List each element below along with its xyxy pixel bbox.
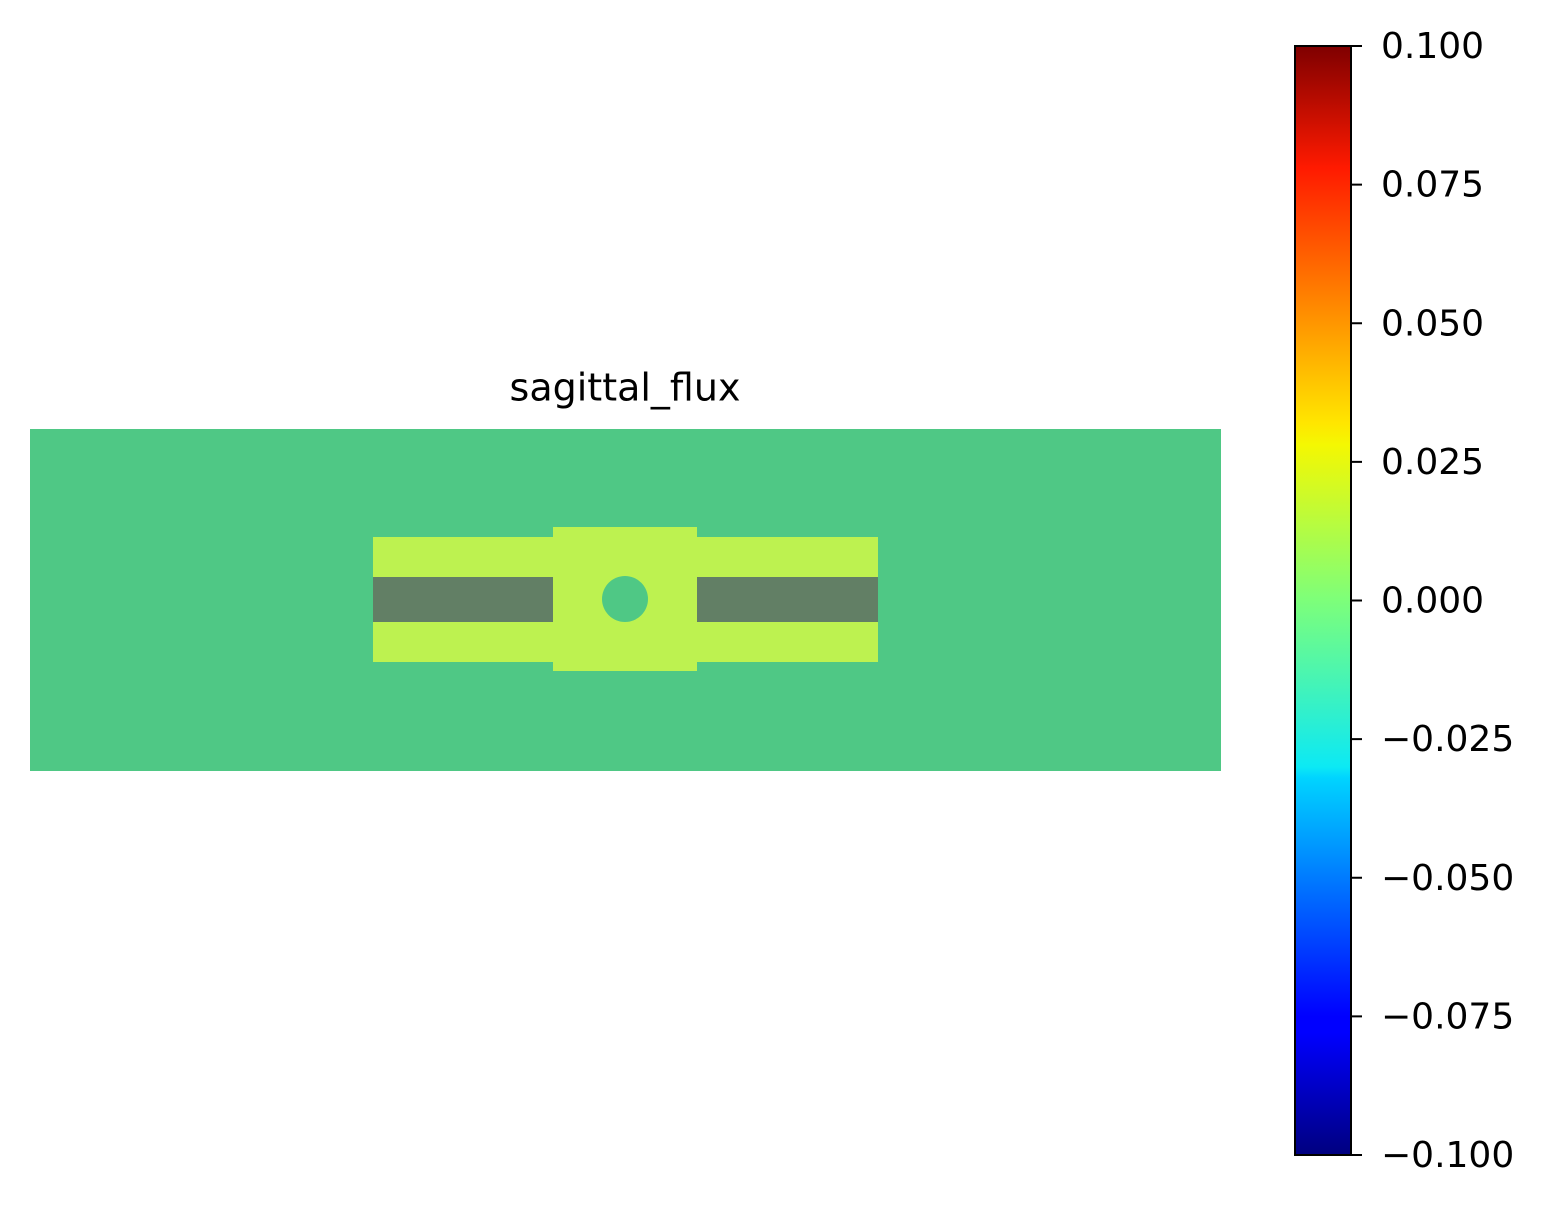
masked-region xyxy=(697,577,878,622)
chart-title: sagittal_flux xyxy=(510,366,741,410)
heatmap-image xyxy=(30,429,1221,771)
colorbar-tick-label: 0.050 xyxy=(1381,303,1484,344)
colorbar xyxy=(1294,45,1352,1156)
hole-region xyxy=(602,576,648,622)
masked-region xyxy=(373,577,553,622)
colorbar-tick-label: −0.075 xyxy=(1381,996,1514,1037)
colorbar-tick-label: −0.025 xyxy=(1381,719,1514,760)
colorbar-tick-label: 0.100 xyxy=(1381,26,1484,67)
colorbar-tick-label: −0.100 xyxy=(1381,1135,1514,1176)
colorbar-tick-label: −0.050 xyxy=(1381,858,1514,899)
colorbar-tick-label: 0.025 xyxy=(1381,442,1484,483)
colorbar-tick-label: 0.000 xyxy=(1381,581,1484,622)
colorbar-tick-label: 0.075 xyxy=(1381,165,1484,206)
